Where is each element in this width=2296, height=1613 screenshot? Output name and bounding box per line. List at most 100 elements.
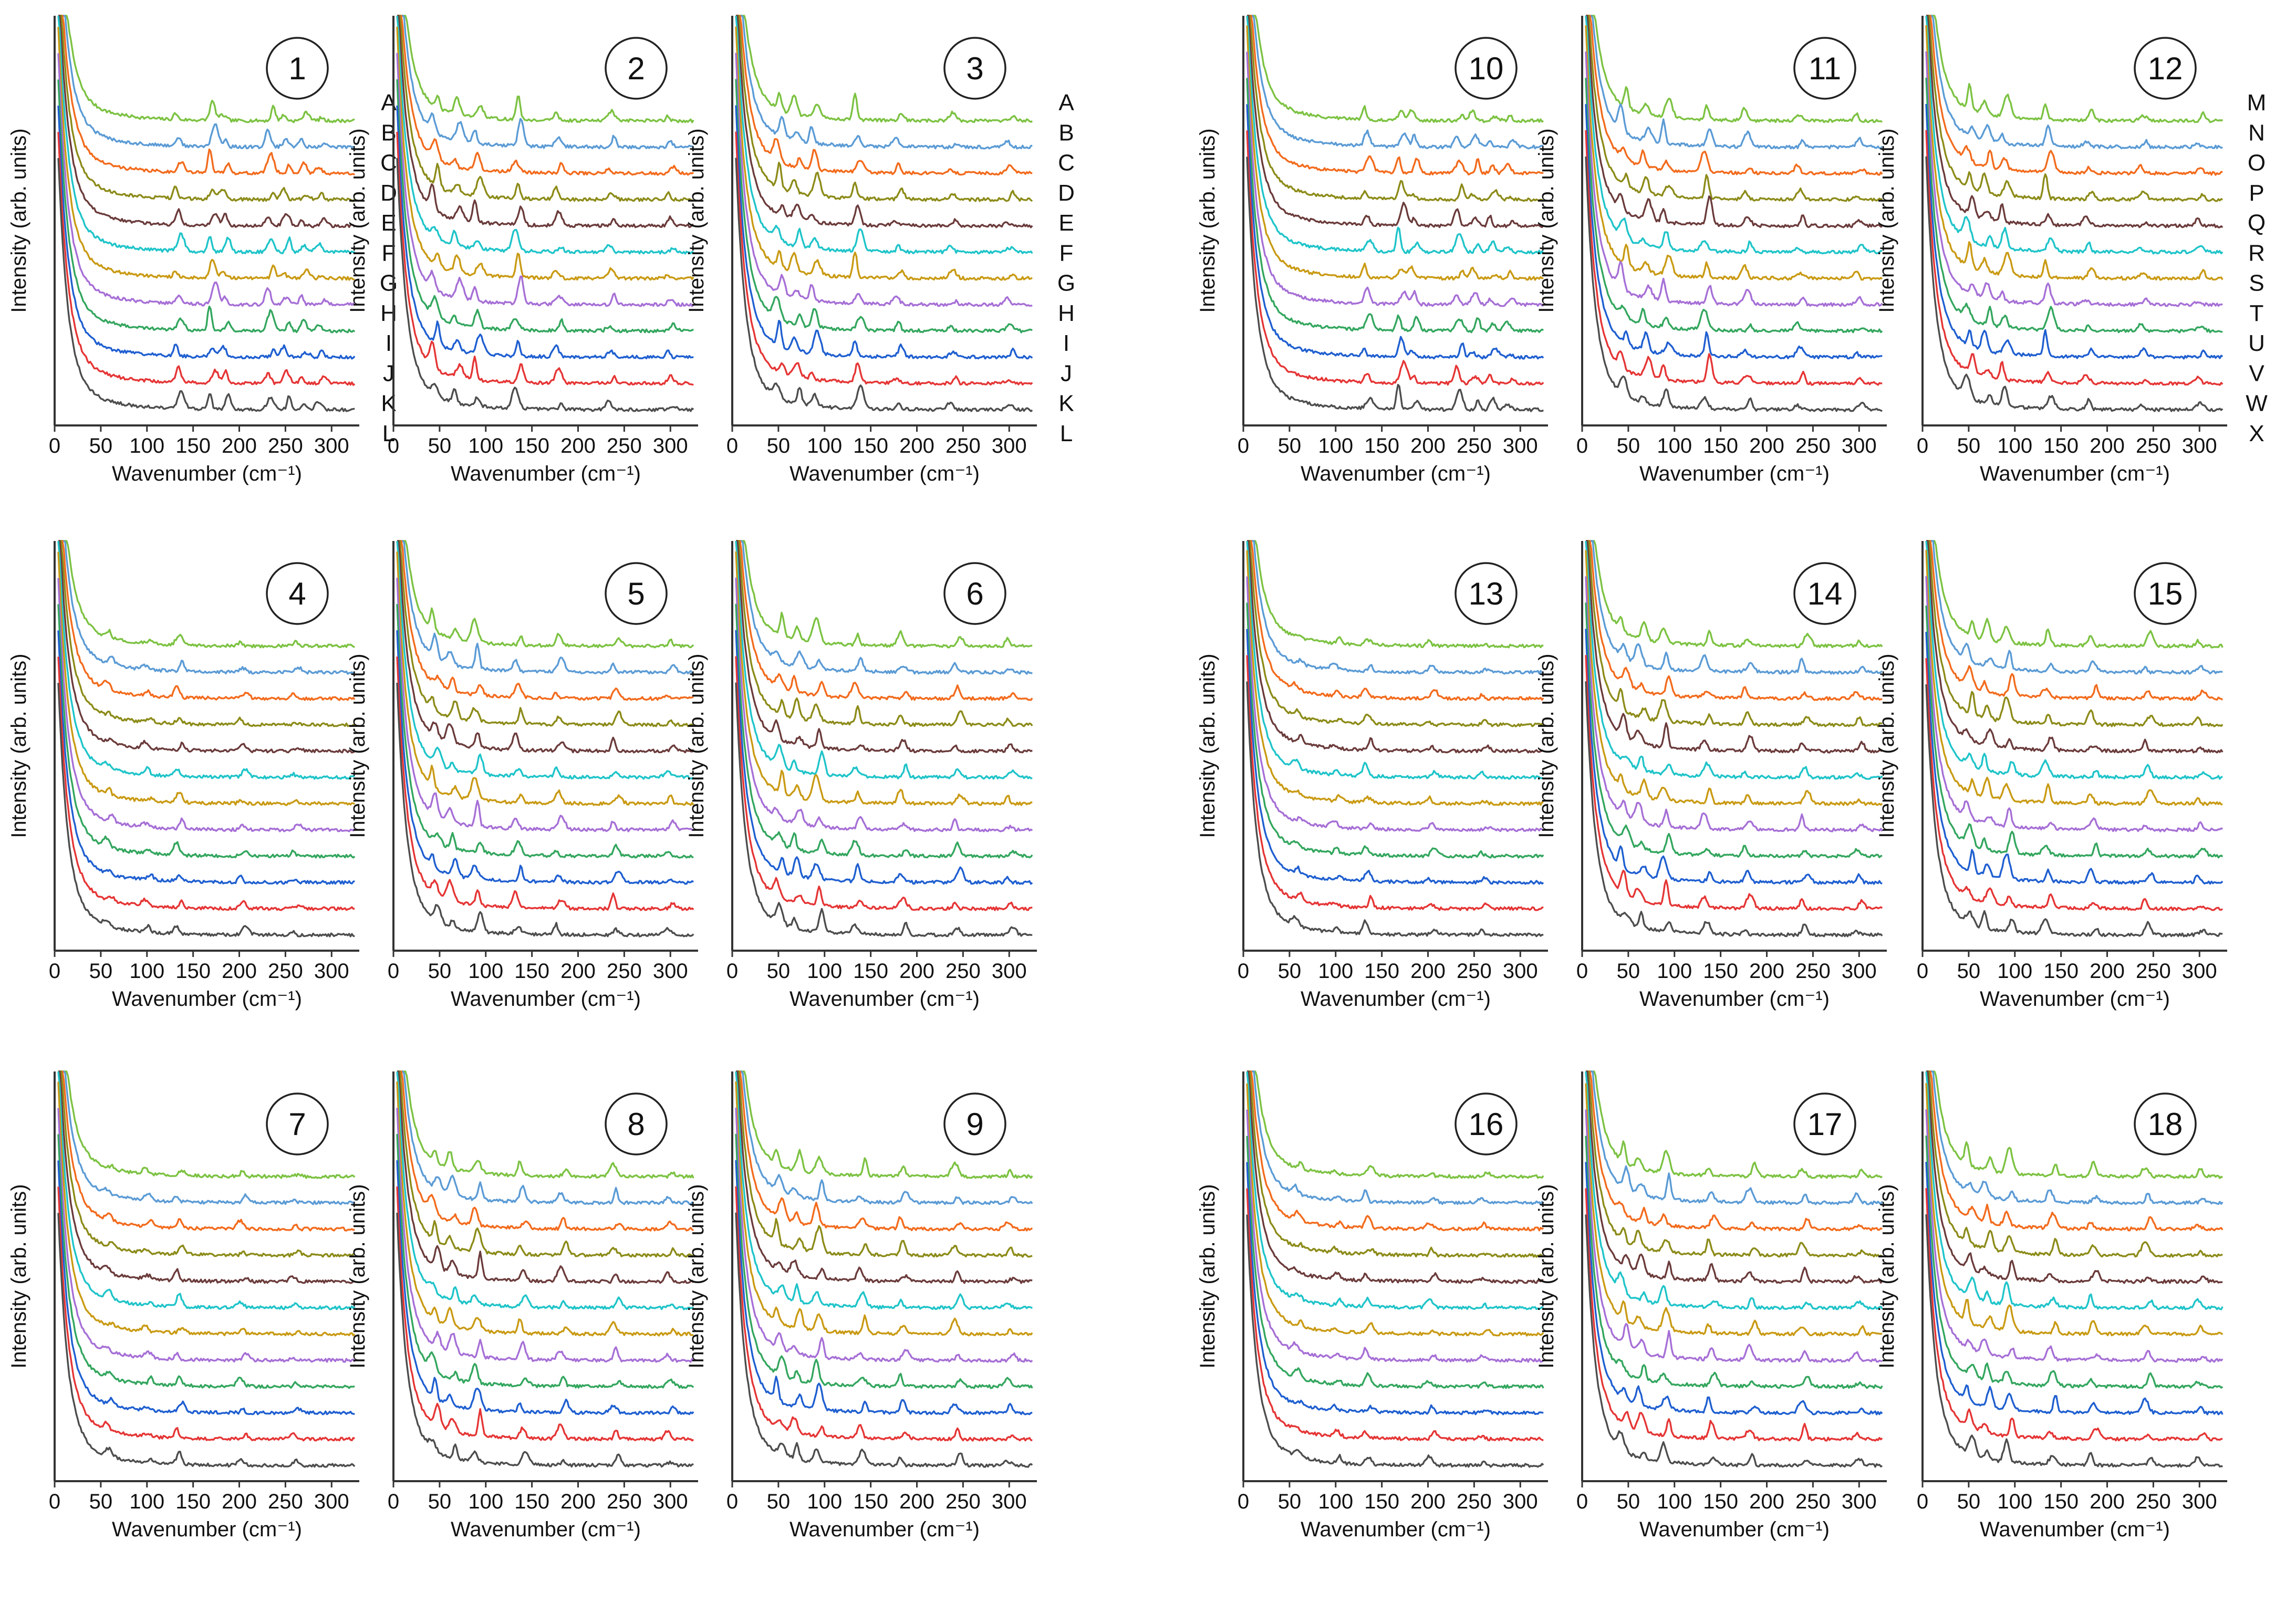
x-tick-label: 100 — [807, 960, 842, 983]
trace-15-8 — [1925, 576, 2223, 832]
x-tick-label: 150 — [853, 434, 888, 457]
trace-2-6 — [396, 15, 694, 255]
trace-7-8 — [57, 1108, 356, 1363]
trace-14-7 — [1585, 550, 1883, 806]
x-tick-label: 50 — [1617, 1490, 1640, 1513]
x-axis-title: Wavenumber (cm⁻¹) — [1639, 987, 1830, 1011]
panel-4: 0 50 100 150 200 250 300 Wavenumber (cm⁻¹) Inten… — [7, 540, 359, 1011]
x-tick-label: 0 — [726, 1490, 738, 1513]
trace-17-3 — [1586, 1070, 1883, 1232]
trace-10-9 — [1246, 78, 1544, 334]
x-tick-label: 50 — [1957, 960, 1981, 983]
trace-3-8 — [735, 53, 1033, 307]
trace-13-9 — [1246, 602, 1544, 859]
trace-5-4 — [397, 540, 694, 727]
trace-13-6 — [1246, 540, 1544, 780]
x-tick-label: 0 — [388, 1490, 399, 1513]
x-axis-title: Wavenumber (cm⁻¹) — [789, 1518, 980, 1541]
x-tick-label: 150 — [2043, 434, 2079, 457]
x-tick-label: 0 — [388, 434, 399, 457]
trace-13-2 — [1247, 540, 1544, 675]
trace-6-1 — [736, 540, 1033, 649]
y-axis-title: Intensity (arb. units) — [1875, 653, 1898, 838]
x-tick-label: 50 — [1278, 1490, 1302, 1513]
trace-label-X: X — [2249, 421, 2264, 446]
y-axis-title: Intensity (arb. units) — [1535, 128, 1558, 313]
trace-15-11 — [1925, 658, 2224, 911]
panel-15: 0 50 100 150 200 250 300 Wavenumber (cm⁻¹) Inten… — [1875, 540, 2227, 1011]
trace-12-7 — [1925, 25, 2224, 281]
trace-1-5 — [58, 15, 356, 228]
trace-1-1 — [58, 15, 355, 123]
x-tick-label: 50 — [428, 1490, 452, 1513]
panel-17: 0 50 100 150 200 250 300 Wavenumber (cm⁻¹) Inten… — [1535, 1070, 1887, 1541]
trace-label-I: I — [386, 330, 392, 356]
trace-18-9 — [1925, 1136, 2224, 1389]
x-tick-label: 100 — [1997, 434, 2032, 457]
trace-17-11 — [1585, 1188, 1883, 1442]
panel-number: 10 — [1469, 51, 1504, 86]
trace-14-5 — [1586, 540, 1883, 754]
trace-17-9 — [1585, 1136, 1883, 1389]
trace-label-W: W — [2246, 391, 2268, 417]
x-tick-label: 200 — [1410, 960, 1446, 983]
trace-4-5 — [58, 540, 355, 754]
trace-10-2 — [1247, 15, 1544, 150]
panel-number-circle — [1793, 1092, 1856, 1156]
x-tick-label: 150 — [1703, 434, 1738, 457]
trace-10-12 — [1246, 157, 1544, 412]
x-tick-label: 100 — [468, 434, 503, 457]
x-tick-label: 250 — [1795, 960, 1831, 983]
trace-1-8 — [57, 53, 355, 307]
panel-number-circle — [1455, 1092, 1518, 1156]
y-axis-title: Intensity (arb. units) — [1196, 653, 1219, 838]
trace-14-10 — [1585, 629, 1883, 885]
x-tick-label: 100 — [129, 434, 164, 457]
x-tick-label: 150 — [514, 1490, 549, 1513]
trace-16-12 — [1246, 1214, 1544, 1468]
trace-label-Q: Q — [2248, 210, 2266, 236]
x-tick-label: 250 — [946, 1490, 981, 1513]
trace-11-9 — [1585, 78, 1883, 334]
trace-3-7 — [735, 26, 1033, 281]
trace-5-11 — [396, 656, 694, 911]
trace-12-6 — [1925, 15, 2224, 255]
x-tick-label: 50 — [1617, 434, 1640, 457]
trace-label-T: T — [2250, 300, 2264, 326]
trace-12-3 — [1926, 15, 2223, 176]
x-tick-label: 150 — [175, 960, 211, 983]
x-axis-title: Wavenumber (cm⁻¹) — [451, 987, 641, 1011]
x-tick-label: 150 — [514, 434, 549, 457]
trace-13-8 — [1246, 576, 1544, 832]
x-tick-label: 300 — [992, 434, 1027, 457]
trace-11-6 — [1585, 15, 1883, 255]
panel-number-circle — [605, 1092, 668, 1156]
x-tick-label: 150 — [1364, 434, 1399, 457]
trace-6-2 — [736, 540, 1033, 675]
trace-label-U: U — [2248, 330, 2265, 356]
trace-5-12 — [396, 682, 694, 938]
x-tick-label: 0 — [49, 1490, 60, 1513]
panel-7: 0 50 100 150 200 250 300 Wavenumber (cm⁻¹) Inten… — [7, 1070, 359, 1541]
panel-2: 0 50 100 150 200 250 300 Wavenumber (cm⁻¹) Inten… — [346, 15, 698, 485]
trace-15-3 — [1926, 540, 2224, 701]
x-tick-label: 250 — [1795, 1490, 1831, 1513]
panel-number: 11 — [1809, 51, 1841, 86]
x-axis-title: Wavenumber (cm⁻¹) — [112, 1518, 302, 1541]
y-axis-title: Intensity (arb. units) — [1875, 128, 1898, 313]
trace-13-3 — [1247, 540, 1544, 701]
trace-4-12 — [57, 683, 355, 938]
x-axis-title: Wavenumber (cm⁻¹) — [789, 462, 980, 485]
x-tick-label: 0 — [1238, 434, 1249, 457]
panel-14: 0 50 100 150 200 250 300 Wavenumber (cm⁻¹) Inten… — [1535, 540, 1887, 1011]
trace-11-3 — [1586, 15, 1883, 176]
trace-7-6 — [57, 1071, 356, 1310]
panel-number: 8 — [627, 1107, 645, 1142]
trace-14-4 — [1586, 540, 1883, 727]
panel-12: 0 50 100 150 200 250 300 Wavenumber (cm⁻¹) Inten… — [1875, 15, 2268, 485]
trace-6-9 — [735, 603, 1033, 859]
y-axis-title: Intensity (arb. units) — [685, 1184, 708, 1368]
trace-16-7 — [1246, 1083, 1544, 1337]
panel-number-circle — [1455, 37, 1518, 100]
trace-12-11 — [1925, 130, 2224, 386]
